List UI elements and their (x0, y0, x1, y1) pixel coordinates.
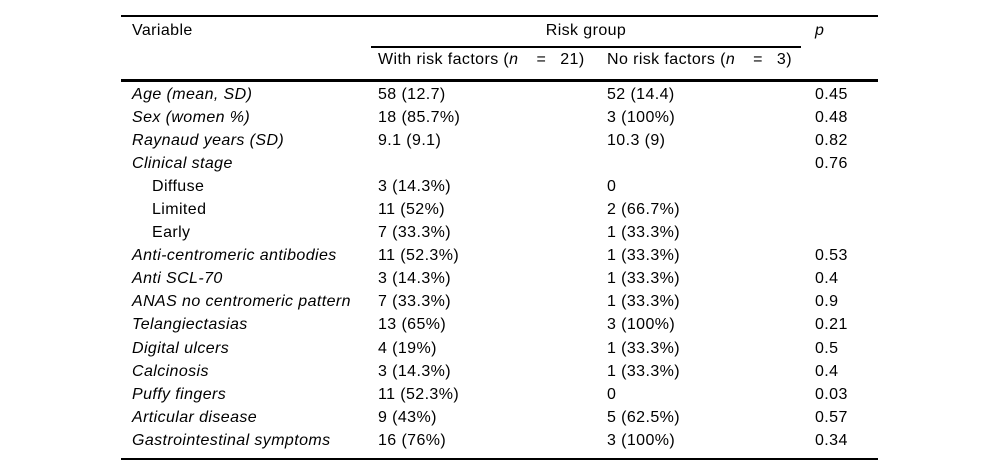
row-label: Anti SCL-70 (132, 270, 223, 288)
with-risk-value: 3 (14.3%) (378, 177, 451, 195)
subheader-with-risk-factors: With risk factors (n = 21) (378, 51, 585, 69)
p-value: 0.45 (815, 85, 848, 103)
no-risk-value: 10.3 (9) (607, 131, 666, 149)
row-label: Sex (women %) (132, 108, 251, 126)
column-header-variable: Variable (132, 22, 193, 39)
with-risk-value: 9 (43%) (378, 408, 437, 426)
risk-group-underline (371, 46, 801, 48)
n-symbol: n (725, 51, 736, 68)
no-risk-value: 1 (33.3%) (607, 293, 680, 311)
no-risk-value: 3 (100%) (607, 316, 676, 334)
row-label: Anti-centromeric antibodies (132, 247, 337, 265)
p-value: 0.4 (815, 362, 839, 380)
p-value: 0.48 (815, 108, 848, 126)
top-rule (121, 15, 878, 17)
no-risk-value: 1 (33.3%) (607, 339, 680, 357)
p-value: 0.9 (815, 293, 839, 311)
row-label: Gastrointestinal symptoms (132, 431, 331, 449)
row-label-sub: Early (152, 224, 191, 242)
with-risk-value: 11 (52.3%) (378, 385, 460, 403)
subheader-text: No risk factors ( (607, 51, 726, 68)
row-label: Clinical stage (132, 154, 233, 172)
with-risk-value: 16 (76%) (378, 431, 447, 449)
equals-sign: = (536, 51, 547, 68)
p-value: 0.57 (815, 408, 848, 426)
no-risk-value: 5 (62.5%) (607, 408, 680, 426)
row-label: Digital ulcers (132, 339, 230, 357)
no-risk-value: 1 (33.3%) (607, 362, 680, 380)
no-risk-value: 3 (100%) (607, 431, 676, 449)
column-header-p: p (815, 22, 825, 39)
with-risk-value: 9.1 (9.1) (378, 131, 442, 149)
no-risk-value: 1 (33.3%) (607, 247, 680, 265)
with-risk-value: 13 (65%) (378, 316, 447, 334)
with-risk-value: 58 (12.7) (378, 85, 446, 103)
row-label: Telangiectasias (132, 316, 248, 334)
row-label: Age (mean, SD) (132, 85, 253, 103)
no-risk-value: 1 (33.3%) (607, 270, 680, 288)
risk-group-table: Variable Risk group p With risk factors … (121, 0, 878, 475)
no-risk-value: 2 (66.7%) (607, 201, 680, 219)
with-risk-value: 4 (19%) (378, 339, 437, 357)
no-risk-value: 0 (607, 177, 617, 195)
table-body: Age (mean, SD) 58 (12.7) 52 (14.4) 0.4 5 … (121, 83, 878, 453)
n-symbol: n (509, 51, 519, 68)
p-value: 0.76 (815, 154, 848, 172)
no-risk-value: 0 (607, 385, 617, 403)
row-label: ANAS no centromeric pattern (132, 293, 351, 311)
group-count: 3) (776, 51, 792, 68)
p-value: 0.82 (815, 131, 848, 149)
p-value: 0.4 (815, 270, 839, 288)
p-value: 0.21 (815, 316, 848, 334)
with-risk-value: 3 (14.3%) (378, 270, 451, 288)
row-label-sub: Diffuse (152, 177, 205, 195)
with-risk-value: 3 (14.3%) (378, 362, 451, 380)
p-value: 0.34 (815, 431, 848, 449)
subheader-text: With risk factors ( (378, 51, 510, 68)
bottom-rule (121, 458, 878, 460)
with-risk-value: 11 (52.3%) (378, 247, 460, 265)
header-separator-rule (121, 79, 878, 82)
subheader-no-risk-factors: No risk factors (n = 3) (607, 51, 792, 69)
p-value: 0.5 (815, 339, 839, 357)
equals-sign: = (753, 51, 763, 68)
p-value: 0.53 (815, 247, 848, 265)
with-risk-value: 18 (85.7%) (378, 108, 461, 126)
row-label: Calcinosis (132, 362, 209, 380)
group-count: 21) (560, 51, 585, 68)
p-value: 0.03 (815, 385, 848, 403)
column-header-risk-group: Risk group (545, 22, 627, 39)
row-label: Raynaud years (SD) (132, 131, 285, 149)
row-label-sub: Limited (152, 201, 207, 219)
no-risk-value: 52 (14.4) (607, 85, 675, 103)
no-risk-value: 1 (33.3%) (607, 224, 680, 242)
with-risk-value: 7 (33.3%) (378, 224, 451, 242)
row-label: Articular disease (132, 408, 258, 426)
row-label: Puffy fingers (132, 385, 227, 403)
no-risk-value: 3 (100%) (607, 108, 676, 126)
with-risk-value: 11 (52%) (378, 201, 445, 219)
with-risk-value: 7 (33.3%) (378, 293, 451, 311)
